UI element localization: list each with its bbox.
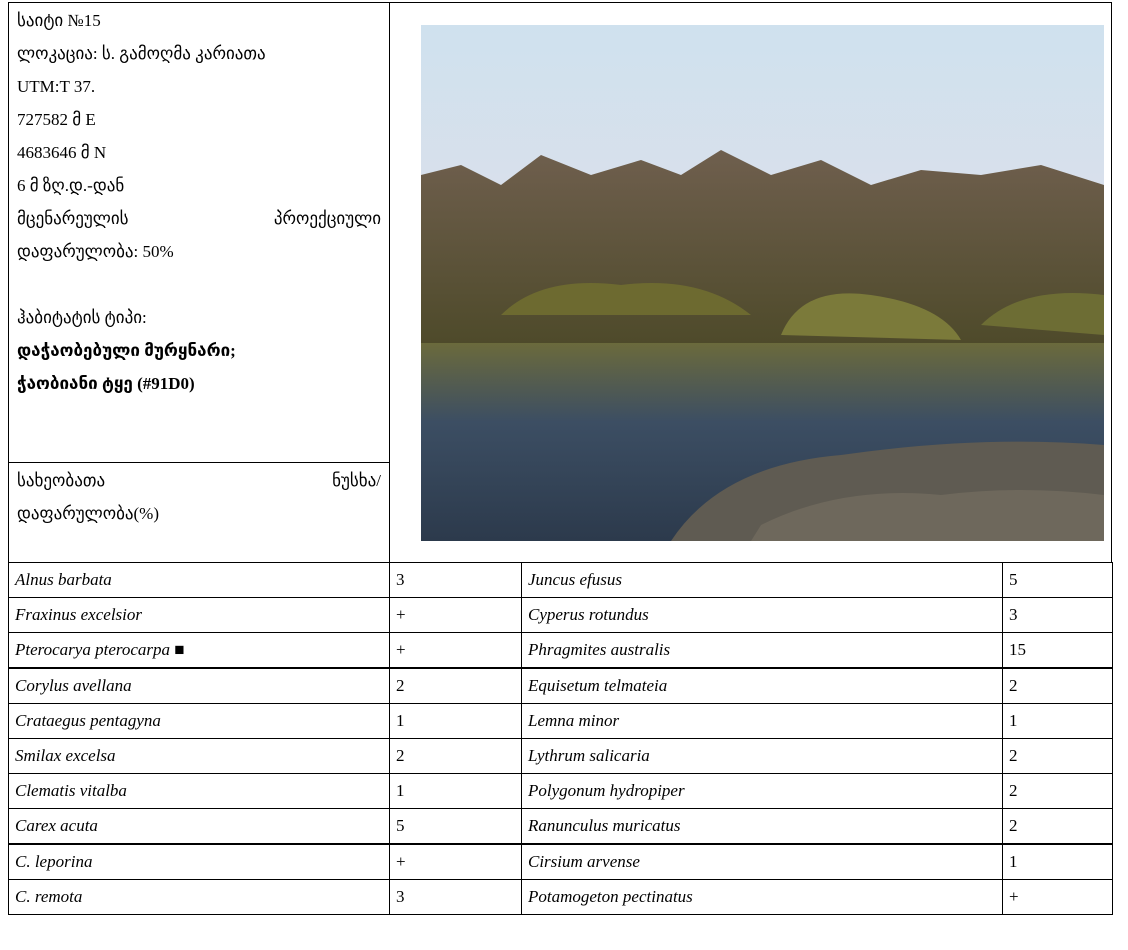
document: საიტი №15 ლოკაცია: ს. გამოღმა კარიათა UTM:… xyxy=(8,2,1113,947)
cover-value: 5 xyxy=(1002,562,1113,598)
site-line: 6 მ ზღ.დ.-დან xyxy=(17,176,125,195)
cover-value: 3 xyxy=(389,878,522,915)
species-name: Potamogeton pectinatus xyxy=(521,878,1003,915)
site-line: UTM:T 37. xyxy=(17,77,96,96)
cover-value: + xyxy=(389,843,522,880)
cover-value: 1 xyxy=(1002,843,1113,880)
species-name: Cirsium arvense xyxy=(521,843,1003,880)
cover-value: + xyxy=(1002,878,1113,915)
species-name: Pterocarya pterocarpa ■ xyxy=(8,632,390,669)
species-name: Juncus efusus xyxy=(521,562,1003,598)
species-name: Lemna minor xyxy=(521,702,1003,739)
species-name: Alnus barbata xyxy=(8,562,390,598)
cover-value: 15 xyxy=(1002,632,1113,669)
cover-value: 5 xyxy=(389,808,522,845)
cover-value: 2 xyxy=(389,738,522,774)
species-name: Fraxinus excelsior xyxy=(8,597,390,634)
habitat-type: დაჭაობებული მურყნარი; xyxy=(17,341,236,360)
site-line: დაფარულობა: 50% xyxy=(17,242,174,261)
cover-value: + xyxy=(389,632,522,669)
species-name: Corylus avellana xyxy=(8,667,390,704)
species-name: Smilax excelsa xyxy=(8,738,390,774)
blank xyxy=(17,268,381,301)
cover-value: 3 xyxy=(1002,597,1113,634)
site-line: 4683646 მ N xyxy=(17,143,107,162)
cover-value: 2 xyxy=(1002,773,1113,810)
photo-cell xyxy=(389,2,1112,563)
cover-value: 1 xyxy=(1002,702,1113,739)
site-lines: საიტი №15 ლოკაცია: ს. გამოღმა კარიათა UTM:… xyxy=(17,4,381,268)
species-header-line: სახეობათა ნუსხა/ xyxy=(17,471,381,490)
species-name: C. leporina xyxy=(8,843,390,880)
cover-value: 2 xyxy=(1002,738,1113,774)
species-name: Clematis vitalba xyxy=(8,773,390,810)
cover-value: 3 xyxy=(389,562,522,598)
species-name: C. remota xyxy=(8,878,390,915)
species-name: Equisetum telmateia xyxy=(521,667,1003,704)
habitat-label: ჰაბიტატის ტიპი: xyxy=(17,308,147,327)
species-name: Ranunculus muricatus xyxy=(521,808,1003,845)
species-name: Lythrum salicaria xyxy=(521,738,1003,774)
species-name: Carex acuta xyxy=(8,808,390,845)
species-name: Cyperus rotundus xyxy=(521,597,1003,634)
cover-value: 2 xyxy=(1002,808,1113,845)
habitat-type: ჭაობიანი ტყე (#91D0) xyxy=(17,374,195,393)
cover-value: 1 xyxy=(389,773,522,810)
species-name: Polygonum hydropiper xyxy=(521,773,1003,810)
species-header-line: დაფარულობა(%) xyxy=(17,504,159,523)
species-name: Phragmites australis xyxy=(521,632,1003,669)
species-header: სახეობათა ნუსხა/ დაფარულობა(%) xyxy=(8,462,390,563)
species-name: Crataegus pentagyna xyxy=(8,702,390,739)
site-line: ლოკაცია: ს. გამოღმა კარიათა xyxy=(17,44,266,63)
cover-value: 1 xyxy=(389,702,522,739)
site-info: საიტი №15 ლოკაცია: ს. გამოღმა კარიათა UTM:… xyxy=(8,2,390,463)
site-line: 727582 მ E xyxy=(17,110,96,129)
cover-value: + xyxy=(389,597,522,634)
site-line: საიტი №15 xyxy=(17,11,101,30)
cover-value: 2 xyxy=(1002,667,1113,704)
photo xyxy=(421,25,1104,541)
site-line: მცენარეულის პროექციული xyxy=(17,209,381,228)
cover-value: 2 xyxy=(389,667,522,704)
